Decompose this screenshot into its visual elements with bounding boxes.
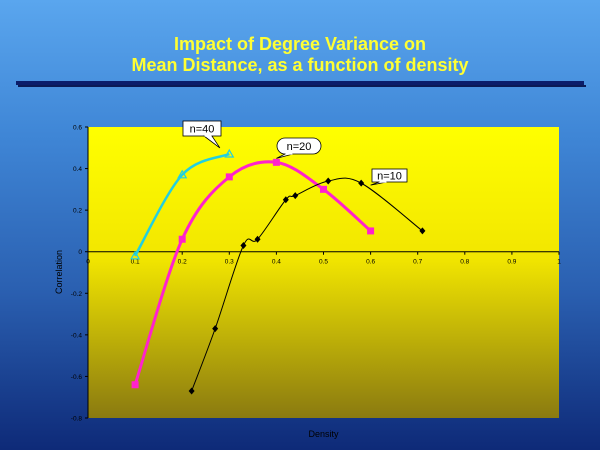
data-point-diamond	[358, 179, 365, 187]
x-tick-label: 0.7	[413, 259, 422, 266]
series-line	[134, 152, 230, 257]
series-n20	[131, 158, 375, 389]
y-tick-label: -0.8	[71, 416, 83, 423]
callout-bubble	[276, 137, 322, 155]
x-tick-label: 1	[557, 259, 561, 266]
title-rule	[16, 81, 584, 85]
callout-label: n=10	[377, 171, 402, 183]
data-point-diamond	[254, 235, 261, 243]
data-point-square	[178, 235, 186, 243]
data-point-diamond	[419, 227, 426, 235]
y-tick-label: 0.6	[73, 125, 82, 132]
x-tick-label: 0.2	[178, 259, 187, 266]
data-point-square	[320, 185, 327, 193]
callout-n20: n=20	[276, 137, 322, 159]
x-tick-label: 0.4	[272, 259, 281, 266]
data-point-square	[225, 173, 233, 181]
y-axis-title: Correlation	[54, 250, 64, 294]
y-tick-label: -0.2	[71, 291, 83, 298]
data-point-triangle	[130, 250, 141, 260]
data-point-triangle	[224, 148, 235, 158]
x-axis-title: Density	[308, 429, 339, 439]
callout-label: n=40	[190, 124, 215, 136]
callout-box	[182, 120, 222, 137]
plot-area	[88, 127, 559, 418]
y-tick-label: 0	[78, 249, 82, 256]
data-point-diamond	[240, 241, 247, 249]
y-tick-label: -0.4	[71, 332, 83, 339]
y-tick-label: 0.4	[73, 166, 82, 173]
callout-n10: n=10	[370, 168, 408, 186]
series-n10	[188, 177, 426, 395]
x-tick-label: 0	[86, 259, 90, 266]
callout-layer: n=40 n=20 n=10	[182, 120, 408, 186]
x-tick-label: 0.1	[131, 259, 140, 266]
x-tick-label: 0.5	[319, 259, 328, 266]
data-point-diamond	[325, 177, 332, 185]
y-tick-label: 0.2	[73, 208, 82, 215]
label-layer: Density Correlation	[54, 250, 339, 439]
series-n40	[130, 148, 235, 260]
data-point-square	[272, 158, 280, 166]
data-point-diamond	[292, 192, 299, 200]
x-tick-label: 0.3	[225, 259, 234, 266]
callout-box	[371, 168, 408, 183]
title-line-1: Impact of Degree Variance on	[173, 34, 427, 54]
data-point-diamond	[282, 196, 289, 204]
axes: 0.6 0.4 0.2 0 -0.2 -0.4 -0.6 -0.8 0 0.1 0.2 0.3 0.4 0…	[71, 125, 561, 423]
series-layer	[130, 148, 426, 395]
data-point-square	[131, 381, 139, 389]
x-tick-label: 0.9	[507, 259, 516, 266]
callout-label: n=20	[287, 141, 312, 153]
x-tick-label: 0.8	[460, 259, 469, 266]
x-tick-label: 0.6	[366, 259, 375, 266]
data-point-square	[367, 227, 375, 235]
data-point-diamond	[188, 387, 195, 395]
data-point-diamond	[212, 325, 219, 333]
title-line-2: Mean Distance, as a function of density	[131, 55, 469, 75]
title-rule-shadow	[18, 85, 586, 87]
y-tick-label: -0.6	[71, 374, 83, 381]
callout-n40: n=40	[182, 120, 222, 149]
data-point-triangle	[177, 169, 188, 179]
slide-title: Impact of Degree Variance on Mean Distan…	[0, 34, 600, 76]
